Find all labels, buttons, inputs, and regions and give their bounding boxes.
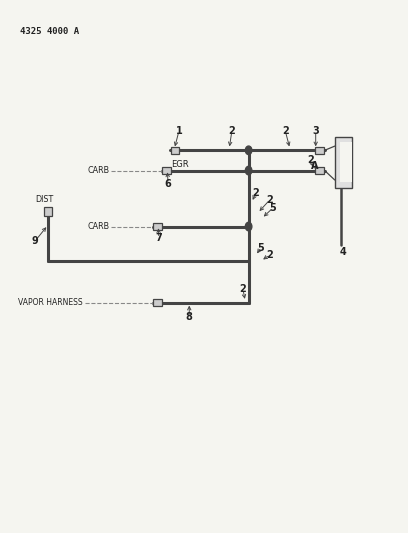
Text: CARB: CARB xyxy=(87,166,109,175)
Text: 1: 1 xyxy=(176,126,182,135)
Bar xyxy=(171,147,180,154)
Text: CARB: CARB xyxy=(87,222,109,231)
Bar xyxy=(340,142,352,182)
Bar xyxy=(153,299,162,306)
Text: 2: 2 xyxy=(253,188,259,198)
Text: EGR: EGR xyxy=(171,160,189,169)
Bar xyxy=(162,167,171,174)
Circle shape xyxy=(245,166,252,175)
Text: 2: 2 xyxy=(239,284,246,294)
Bar xyxy=(335,137,352,188)
Bar xyxy=(315,147,324,154)
Text: 4: 4 xyxy=(339,247,346,256)
Bar xyxy=(44,207,52,216)
Text: 5: 5 xyxy=(257,243,264,253)
Text: 4325 4000 A: 4325 4000 A xyxy=(20,28,79,36)
Text: 3: 3 xyxy=(312,126,319,135)
Text: 5: 5 xyxy=(270,203,276,213)
Text: 9: 9 xyxy=(32,236,38,246)
Text: 8: 8 xyxy=(186,312,193,322)
Text: A: A xyxy=(311,161,318,171)
Circle shape xyxy=(245,222,252,231)
Text: 6: 6 xyxy=(165,179,171,189)
Text: 2: 2 xyxy=(228,126,235,135)
Text: 2: 2 xyxy=(266,250,273,260)
Text: 2: 2 xyxy=(307,155,314,165)
Bar xyxy=(153,223,162,230)
Circle shape xyxy=(245,146,252,155)
Text: VAPOR HARNESS: VAPOR HARNESS xyxy=(18,298,83,307)
Bar xyxy=(315,167,324,174)
Text: 2: 2 xyxy=(282,126,288,135)
Text: DIST: DIST xyxy=(35,195,53,204)
Text: 2: 2 xyxy=(266,195,273,205)
Text: 7: 7 xyxy=(155,233,162,243)
